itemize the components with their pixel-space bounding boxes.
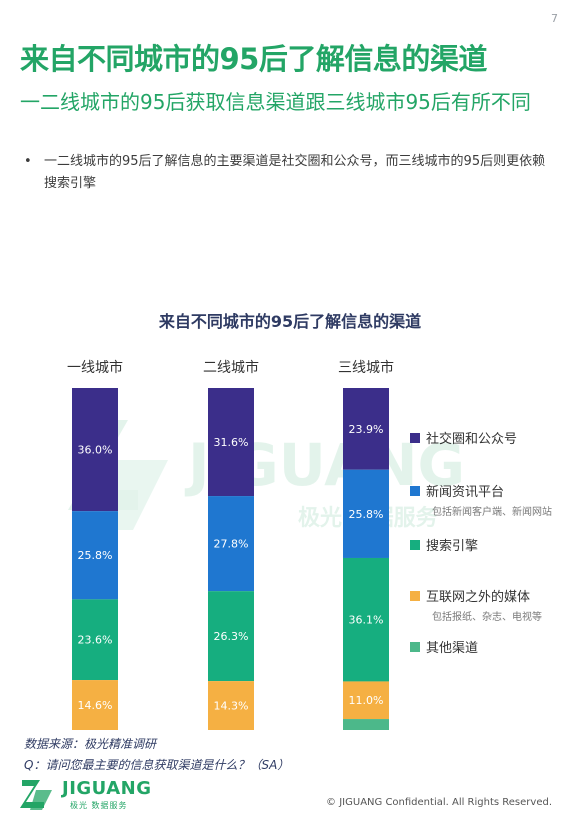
bullet-text: 一二线城市的95后了解信息的主要渠道是社交圈和公众号，而三线城市的95后则更依赖…: [44, 154, 546, 191]
legend-swatch: [410, 540, 420, 550]
data-label: 26.3%: [214, 630, 249, 643]
bar-segment: [343, 557, 389, 682]
bar-segment: [208, 388, 254, 497]
bar-segment: [343, 388, 389, 470]
data-label: 25.8%: [349, 508, 384, 521]
legend-swatch: [410, 591, 420, 601]
bar-segment: [72, 388, 118, 512]
copyright: © JIGUANG Confidential. All Rights Reser…: [326, 797, 552, 808]
logo-tagline: 极光 数据服务: [70, 801, 128, 810]
data-label: 11.0%: [349, 694, 384, 707]
source-line: 数据来源：极光精准调研: [24, 737, 157, 751]
bullet-dot: •: [24, 154, 32, 169]
legend-note: 包括新闻客户端、新闻网站: [432, 505, 552, 518]
bullet-point: • 一二线城市的95后了解信息的主要渠道是社交圈和公众号，而三线城市的95后则更…: [24, 151, 554, 195]
legend-swatch: [410, 433, 420, 443]
data-label: 25.8%: [78, 549, 113, 562]
bar-segment: [208, 591, 254, 682]
bar-segment: [72, 599, 118, 681]
data-label: 14.3%: [214, 700, 249, 713]
data-label: 36.0%: [78, 444, 113, 457]
data-label: 23.6%: [78, 634, 113, 647]
bar-segment: [72, 680, 118, 730]
data-label: 27.8%: [214, 538, 249, 551]
data-label: 36.1%: [349, 614, 384, 627]
category-label: 一线城市: [67, 359, 123, 376]
logo-wordmark: JIGUANG: [62, 778, 152, 799]
legend-label: 互联网之外的媒体: [426, 589, 530, 605]
page-subtitle: 一二线城市的95后获取信息渠道跟三线城市95后有所不同: [20, 90, 531, 114]
page-title: 来自不同城市的95后了解信息的渠道: [20, 42, 487, 76]
footer-logo: JIGUANG 极光 数据服务: [18, 778, 218, 814]
legend-note: 包括报纸、杂志、电视等: [432, 610, 542, 623]
category-label: 二线城市: [203, 359, 259, 376]
legend-swatch: [410, 642, 420, 652]
legend-label: 新闻资讯平台: [426, 484, 504, 500]
bar-segment: [208, 496, 254, 592]
data-label: 31.6%: [214, 436, 249, 449]
legend-label: 搜索引擎: [426, 539, 478, 554]
bar-segment: [72, 511, 118, 600]
bar-segment: [343, 719, 389, 730]
legend-swatch: [410, 486, 420, 496]
page-number: 7: [551, 12, 558, 25]
bar-segment: [343, 681, 389, 720]
category-label: 三线城市: [338, 359, 394, 376]
jiguang-logo-icon: [20, 780, 52, 810]
data-label: 14.6%: [78, 699, 113, 712]
question-line: Q：请问您最主要的信息获取渠道是什么？（SA）: [24, 758, 290, 772]
legend-label: 社交圈和公众号: [426, 431, 517, 447]
chart-title: 来自不同城市的95后了解信息的渠道: [158, 312, 421, 331]
bar-segment: [208, 681, 254, 730]
legend-label: 其他渠道: [426, 641, 478, 656]
data-source: 数据来源：极光精准调研 Q：请问您最主要的信息获取渠道是什么？（SA）: [24, 734, 289, 776]
stacked-bar-chart: 来自不同城市的95后了解信息的渠道 一线城市 二线城市 三线城市 36.0% 25.8…: [67, 312, 552, 730]
data-label: 23.9%: [349, 423, 384, 436]
bar-segment: [343, 469, 389, 558]
